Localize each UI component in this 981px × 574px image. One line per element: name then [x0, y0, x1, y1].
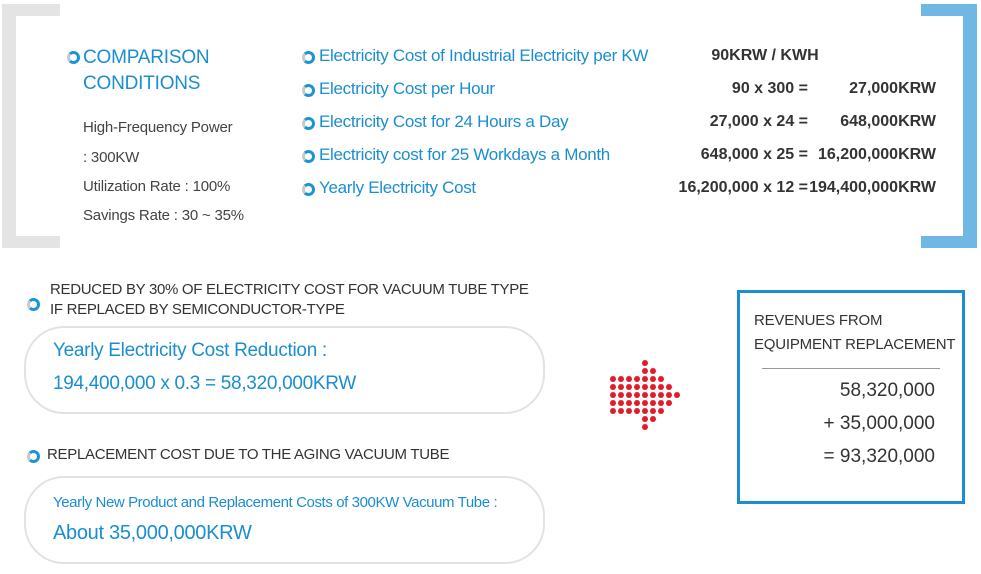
arrow-dot — [642, 400, 648, 406]
arrow-dot — [610, 400, 616, 406]
arrow-dot — [658, 376, 664, 382]
revenues-line-replacement: + 35,000,000 — [823, 413, 935, 434]
arrow-dot — [634, 384, 640, 390]
arrow-dot — [626, 384, 632, 390]
reduction-heading-line2: IF REPLACED BY SEMICONDUCTOR-TYPE — [50, 301, 345, 318]
arrow-dot — [658, 408, 664, 414]
condition-utilization: Utilization Rate : 100% — [83, 178, 231, 195]
cost-row-result: 16,200,000KRW — [818, 146, 936, 163]
arrow-dot — [658, 384, 664, 390]
cost-row-expression: 90KRW / KWH — [711, 47, 819, 64]
arrow-dot — [642, 424, 648, 430]
arrow-dot — [610, 408, 616, 414]
reduction-heading: REDUCED BY 30% OF ELECTRICITY COST FOR V… — [50, 280, 529, 320]
arrow-dot — [610, 392, 616, 398]
condition-savings: Savings Rate : 30 ~ 35% — [83, 207, 244, 224]
cost-row-expression: 648,000 x 25 = — [700, 146, 808, 163]
arrow-dot — [650, 416, 656, 422]
revenues-line-total: = 93,320,000 — [823, 446, 935, 467]
arrow-dot — [610, 384, 616, 390]
replacement-box-title: Yearly New Product and Replacement Costs… — [53, 494, 498, 511]
reduction-heading-line1: REDUCED BY 30% OF ELECTRICITY COST FOR V… — [50, 281, 529, 298]
ring-bullet-icon — [27, 298, 40, 311]
cost-row-label: Electricity Cost per Hour — [319, 79, 495, 98]
cost-row-result: 648,000KRW — [840, 113, 936, 130]
arrow-dot — [634, 408, 640, 414]
arrow-dot — [634, 392, 640, 398]
ring-bullet-icon — [302, 51, 315, 64]
arrow-dot — [626, 408, 632, 414]
arrow-dot — [650, 368, 656, 374]
left-bracket-top — [2, 4, 60, 16]
replacement-heading: REPLACEMENT COST DUE TO THE AGING VACUUM… — [47, 446, 450, 463]
arrow-dot — [618, 376, 624, 382]
cost-row-label: Electricity Cost of Industrial Electrici… — [319, 46, 649, 65]
arrow-dot — [666, 400, 672, 406]
comparison-title-line1: COMPARISON — [83, 47, 210, 68]
revenues-title-line2: EQUIPMENT REPLACEMENT — [754, 336, 956, 353]
ring-bullet-icon — [302, 84, 315, 97]
arrow-dot — [626, 400, 632, 406]
cost-row-label: Electricity cost for 25 Workdays a Month — [319, 145, 610, 164]
arrow-dot — [642, 360, 648, 366]
arrow-dot — [666, 384, 672, 390]
cost-row-label: Electricity Cost for 24 Hours a Day — [319, 112, 569, 131]
ring-bullet-icon — [27, 450, 40, 463]
comparison-title-line2: CONDITIONS — [83, 73, 201, 94]
dotted-arrow-icon — [610, 360, 682, 432]
reduction-box-title: Yearly Electricity Cost Reduction : — [53, 340, 327, 361]
arrow-dot — [642, 416, 648, 422]
arrow-dot — [658, 392, 664, 398]
arrow-dot — [650, 376, 656, 382]
arrow-dot — [642, 368, 648, 374]
right-bracket-bottom — [921, 236, 977, 248]
arrow-dot — [650, 392, 656, 398]
arrow-dot — [650, 400, 656, 406]
arrow-dot — [642, 392, 648, 398]
revenues-divider — [762, 368, 940, 369]
arrow-dot — [650, 384, 656, 390]
cost-row-expression: 27,000 x 24 = — [709, 113, 808, 130]
arrow-dot — [642, 408, 648, 414]
ring-bullet-icon — [67, 51, 80, 64]
arrow-dot — [610, 376, 616, 382]
arrow-dot — [634, 376, 640, 382]
arrow-dot — [658, 400, 664, 406]
arrow-dot — [618, 408, 624, 414]
reduction-box — [24, 326, 545, 414]
arrow-dot — [642, 384, 648, 390]
arrow-dot — [642, 376, 648, 382]
arrow-dot — [650, 408, 656, 414]
arrow-dot — [626, 392, 632, 398]
ring-bullet-icon — [302, 150, 315, 163]
cost-row-label: Yearly Electricity Cost — [319, 178, 476, 197]
comparison-title: COMPARISON CONDITIONS — [83, 45, 210, 97]
cost-row-result: 194,400,000KRW — [809, 179, 936, 196]
condition-power: High-Frequency Power — [83, 119, 233, 136]
reduction-box-formula: 194,400,000 x 0.3 = 58,320,000KRW — [53, 373, 356, 394]
arrow-dot — [626, 376, 632, 382]
cost-row-expression: 90 x 300 = — [731, 80, 808, 97]
replacement-box-amount: About 35,000,000KRW — [53, 522, 252, 544]
arrow-dot — [618, 400, 624, 406]
replacement-box — [24, 476, 545, 564]
right-bracket-vertical — [963, 4, 977, 248]
arrow-dot — [634, 400, 640, 406]
revenues-title-line1: REVENUES FROM — [754, 312, 883, 329]
arrow-dot — [618, 392, 624, 398]
left-bracket-vertical — [2, 4, 16, 248]
cost-row-expression: 16,200,000 x 12 = — [678, 179, 808, 196]
cost-row-result: 27,000KRW — [849, 80, 936, 97]
condition-power-value: : 300KW — [83, 149, 140, 166]
arrow-dot — [666, 392, 672, 398]
arrow-dot — [674, 392, 680, 398]
right-bracket-top — [921, 4, 977, 16]
revenues-title: REVENUES FROM EQUIPMENT REPLACEMENT — [754, 309, 956, 357]
revenues-box — [737, 290, 965, 504]
arrow-dot — [618, 384, 624, 390]
ring-bullet-icon — [302, 183, 315, 196]
left-bracket-bottom — [2, 236, 60, 248]
revenues-line-reduction: 58,320,000 — [839, 380, 935, 401]
ring-bullet-icon — [302, 117, 315, 130]
